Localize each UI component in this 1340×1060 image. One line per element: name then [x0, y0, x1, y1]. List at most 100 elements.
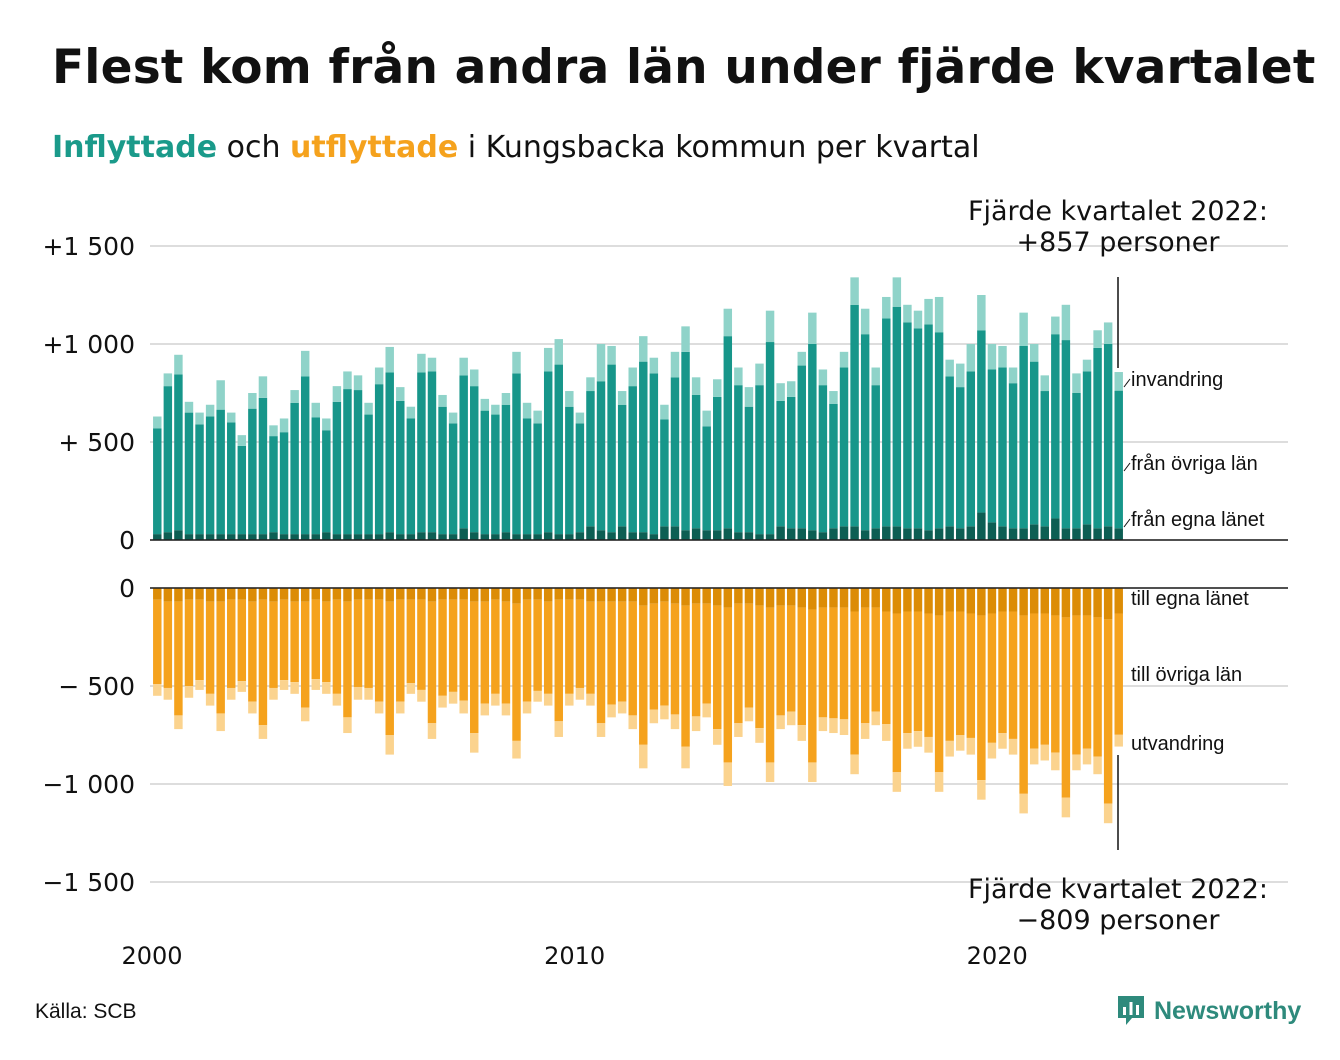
bar-in-invandring [543, 347, 553, 372]
bar-in-invandring [290, 390, 299, 403]
bar-out-ovriga-lan [385, 601, 394, 735]
newsworthy-logo[interactable]: Newsworthy [1116, 994, 1301, 1028]
bar-in-invandring [385, 346, 394, 373]
bar-in-invandring [565, 391, 574, 407]
bar-out-ovriga-lan [332, 599, 342, 694]
bar-in-ovriga-lan [343, 389, 352, 535]
bar-in-invandring [237, 435, 247, 446]
bar-out-utvandring [459, 700, 468, 714]
bar-out-egna-lanet [1051, 588, 1060, 616]
bar-out-utvandring [491, 693, 500, 706]
bar-in-ovriga-lan [470, 386, 479, 533]
bar-in-egna-lanet [205, 534, 215, 540]
bar-out-utvandring [205, 693, 215, 706]
bar-out-ovriga-lan [311, 599, 320, 680]
newsworthy-logo-icon [1118, 996, 1144, 1025]
stack-label-leader-top [1123, 378, 1131, 388]
bar-in-invandring [491, 404, 500, 415]
bar-out-ovriga-lan [237, 599, 247, 682]
bar-in-egna-lanet [227, 534, 236, 540]
bar-in-invandring [818, 369, 828, 386]
bar-in-invandring [311, 402, 320, 418]
bar-in-egna-lanet [691, 528, 701, 540]
bar-out-egna-lanet [586, 588, 595, 602]
bar-in-egna-lanet [1008, 528, 1018, 540]
bar-out-ovriga-lan [459, 599, 468, 701]
bar-out-utvandring [903, 733, 912, 749]
bar-out-egna-lanet [903, 588, 912, 612]
bar-out-utvandring [1114, 734, 1123, 747]
bar-in-invandring [670, 351, 680, 378]
bar-in-egna-lanet [374, 534, 384, 540]
bar-in-egna-lanet [871, 528, 880, 540]
bar-in-ovriga-lan [533, 423, 542, 535]
bar-out-utvandring [882, 724, 891, 741]
bar-out-ovriga-lan [1114, 613, 1123, 735]
bar-in-invandring [924, 298, 933, 325]
bar-out-egna-lanet [607, 588, 616, 602]
bar-in-ovriga-lan [956, 387, 965, 529]
bar-out-egna-lanet [924, 588, 933, 614]
bar-in-invandring [1082, 359, 1092, 372]
bar-out-utvandring [649, 709, 659, 724]
bar-out-utvandring [628, 715, 637, 730]
bar-in-invandring [882, 296, 891, 319]
bar-out-egna-lanet [501, 588, 511, 602]
bar-out-ovriga-lan [945, 611, 954, 741]
bar-in-invandring [977, 295, 986, 331]
bar-in-egna-lanet [882, 526, 891, 540]
bar-out-ovriga-lan [734, 603, 743, 724]
bar-in-invandring [839, 351, 849, 368]
bar-in-egna-lanet [966, 526, 976, 540]
bar-out-utvandring [311, 679, 320, 690]
bar-out-egna-lanet [311, 588, 320, 600]
bar-out-egna-lanet [406, 588, 416, 600]
bar-in-ovriga-lan [797, 365, 806, 529]
bar-in-ovriga-lan [501, 404, 511, 533]
bar-out-egna-lanet [681, 588, 690, 606]
bar-out-egna-lanet [195, 588, 204, 600]
bar-out-egna-lanet [670, 588, 680, 604]
bar-in-egna-lanet [596, 530, 606, 540]
bar-in-ovriga-lan [1040, 391, 1049, 527]
bar-in-egna-lanet [776, 526, 785, 540]
bar-in-egna-lanet [258, 534, 268, 540]
bar-out-ovriga-lan [248, 601, 257, 702]
bar-in-egna-lanet [892, 526, 902, 540]
bar-in-ovriga-lan [290, 402, 299, 535]
bar-in-invandring [522, 402, 532, 419]
bar-in-egna-lanet [734, 532, 743, 540]
bar-out-ovriga-lan [322, 601, 331, 683]
bar-in-invandring [300, 350, 310, 377]
bar-out-egna-lanet [543, 588, 553, 602]
bar-in-ovriga-lan [174, 374, 183, 531]
bar-in-invandring [956, 363, 965, 388]
bar-in-ovriga-lan [998, 367, 1007, 527]
bar-out-ovriga-lan [1061, 617, 1071, 798]
bar-out-utvandring [924, 736, 933, 753]
bar-in-ovriga-lan [311, 417, 320, 535]
bar-out-utvandring [818, 717, 828, 732]
bar-out-ovriga-lan [723, 607, 733, 763]
bar-in-invandring [174, 354, 183, 375]
bar-out-ovriga-lan [903, 611, 912, 734]
bar-in-ovriga-lan [1019, 345, 1028, 529]
bar-in-invandring [797, 351, 806, 366]
bar-in-invandring [860, 308, 870, 335]
stack-label-leader-top [1123, 518, 1131, 528]
bar-out-egna-lanet [396, 588, 405, 600]
x-tick-label: 2000 [121, 942, 182, 970]
x-tick-label: 2020 [967, 942, 1028, 970]
y-tick-label-top: + 500 [58, 428, 135, 457]
bar-out-utvandring [575, 687, 585, 700]
bar-out-egna-lanet [575, 588, 585, 600]
bar-in-invandring [332, 386, 342, 402]
bar-out-utvandring [1072, 754, 1081, 771]
bar-out-egna-lanet [617, 588, 627, 602]
bar-in-invandring [269, 425, 278, 437]
bar-out-ovriga-lan [934, 615, 944, 773]
bar-in-egna-lanet [237, 534, 247, 540]
bar-out-utvandring [723, 762, 733, 786]
bar-out-utvandring [1051, 752, 1060, 771]
bar-out-egna-lanet [628, 588, 637, 602]
